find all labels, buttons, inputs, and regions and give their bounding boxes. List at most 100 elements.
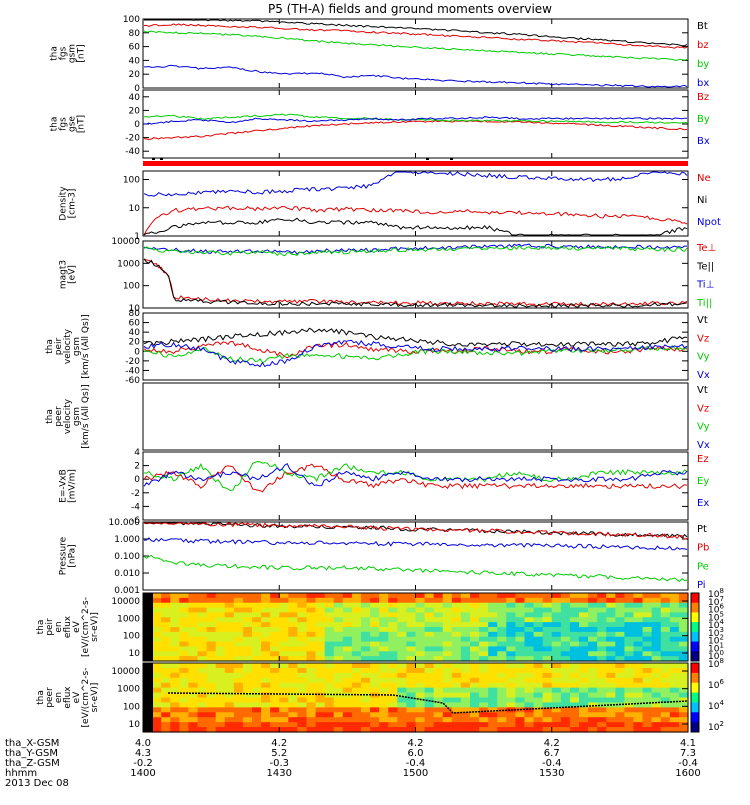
spectrogram-cell [606, 627, 616, 633]
spectrogram-cell [306, 663, 317, 669]
spectrogram-cell [579, 612, 589, 618]
spectrogram-cell [388, 636, 398, 643]
spectrogram-cell [633, 707, 644, 713]
spectrogram-cell [542, 682, 553, 689]
spectrogram-cell [342, 622, 353, 628]
spectrogram-cell [297, 602, 308, 609]
spectrogram-cell [497, 687, 507, 694]
spectrogram-cell [669, 687, 680, 694]
spectrogram-cell [270, 682, 280, 689]
spectrogram-cell [660, 722, 671, 728]
spectrogram-cell [442, 682, 453, 689]
spectrogram-cell [179, 656, 190, 662]
spectrogram-cell [588, 687, 598, 694]
spectrogram-cell [533, 631, 544, 638]
spectrogram-cell [569, 597, 580, 604]
spectrogram-cell [324, 697, 335, 704]
spectrogram-cell [388, 602, 398, 609]
colorbar-tick-exponent: 2 [719, 720, 723, 728]
spectrogram-cell [579, 593, 589, 599]
spectrogram-cell [361, 636, 371, 643]
spectrogram-cell [379, 667, 389, 674]
spectrogram-cell [606, 727, 616, 733]
colorbar-band [691, 702, 699, 713]
spectrogram-cell [678, 617, 689, 623]
spectrogram-cell [315, 712, 326, 718]
spectrogram-cell [633, 677, 644, 684]
spectrogram-cell [660, 682, 671, 689]
spectrogram-cell [206, 727, 217, 733]
spectrogram-cell [224, 617, 235, 623]
spectrogram-cell [524, 677, 535, 684]
spectrogram-cell [442, 667, 453, 674]
spectrogram-cell [152, 651, 162, 657]
spectrogram-cell [252, 622, 262, 628]
colorbar-band [691, 641, 699, 652]
spectrogram-cell [406, 663, 417, 669]
spectrogram-cell [224, 717, 235, 723]
spectrogram-cell [579, 677, 589, 684]
spectrogram-cell [306, 593, 317, 599]
spectrogram-cell [306, 722, 317, 728]
spectrogram-cell [170, 612, 180, 618]
series-line-bx [144, 64, 688, 88]
spectrogram-cell [542, 722, 553, 728]
spectrogram-cell [588, 622, 598, 628]
spectrogram-cell [242, 692, 253, 699]
spectrogram-cell [424, 607, 435, 614]
spectrogram-cell [152, 612, 162, 618]
spectrogram-cell [579, 727, 589, 733]
spectrogram-cell [242, 597, 253, 604]
spectrogram-cell [569, 656, 580, 662]
spectrogram-cell [569, 663, 580, 669]
spectrogram-cell [370, 656, 380, 662]
spectrogram-cell [242, 627, 253, 633]
spectrogram-cell [533, 717, 544, 723]
spectrogram-cell [560, 617, 571, 623]
spectrogram-cell [297, 712, 308, 718]
spectrogram-cell [660, 646, 671, 652]
spectrogram-cell [633, 717, 644, 723]
spectrogram-cell [261, 641, 271, 648]
spectrogram-cell [497, 617, 507, 623]
spectrogram-cell [152, 702, 162, 708]
spectrogram-cell [370, 687, 380, 694]
spectrogram-cell [669, 677, 680, 684]
spectrogram-cell [415, 656, 426, 662]
spectrogram-cell [270, 646, 280, 652]
spectrogram-cell [233, 712, 244, 718]
spectrogram-cell [633, 636, 644, 643]
spectrogram-cell [397, 636, 408, 643]
spectrogram-cell [424, 717, 435, 723]
spectrogram-cell [488, 697, 498, 704]
spectrogram-cell [188, 597, 199, 604]
spectrogram-cell [515, 692, 526, 699]
spectrogram-cell [297, 697, 308, 704]
spectrogram-cell [442, 617, 453, 623]
spectrogram-cell [351, 667, 362, 674]
spectrogram-cell [615, 631, 626, 638]
spectrogram-cell [460, 667, 471, 674]
spectrogram-cell [215, 597, 226, 604]
spectrogram-cell [479, 707, 489, 713]
spectrogram-cell [242, 702, 253, 708]
spectrogram-cell [678, 593, 689, 599]
spectrogram-cell [606, 722, 616, 728]
spectrogram-cell [279, 687, 289, 694]
spectrogram-cell [233, 622, 244, 628]
y-axis-label: sr-eV)] [90, 612, 100, 642]
spectrogram-cell [533, 627, 544, 633]
y-tick-label: 10000 [111, 597, 140, 607]
spectrogram-cell [161, 593, 171, 599]
spectrogram-cell [542, 651, 553, 657]
spectrogram-cell [597, 727, 607, 733]
spectrogram-cell [678, 641, 689, 648]
spectrogram-cell [297, 656, 308, 662]
spectrogram-cell [497, 697, 507, 704]
y-axis-label: velocity [63, 398, 73, 434]
spectrogram-cell [479, 597, 489, 604]
spectrogram-cell [406, 641, 417, 648]
spectrogram-cell [388, 682, 398, 689]
